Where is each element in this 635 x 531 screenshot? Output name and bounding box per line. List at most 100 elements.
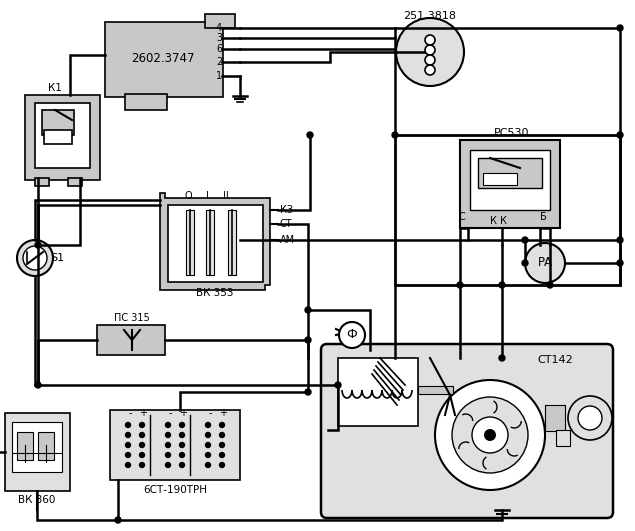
Bar	[25, 95, 100, 180]
Bar	[338, 358, 418, 426]
Circle shape	[140, 423, 145, 427]
Text: КЗ: КЗ	[280, 205, 293, 215]
Circle shape	[484, 429, 496, 441]
Circle shape	[396, 18, 464, 86]
Bar	[460, 140, 560, 228]
Text: РА: РА	[537, 256, 552, 270]
Circle shape	[307, 132, 313, 138]
Circle shape	[166, 433, 171, 438]
Text: 6: 6	[216, 44, 222, 54]
Circle shape	[17, 240, 53, 276]
Bar	[12, 422, 62, 472]
Bar	[556, 430, 570, 446]
Circle shape	[305, 307, 311, 313]
Circle shape	[206, 433, 210, 438]
Circle shape	[617, 25, 623, 31]
Text: II: II	[223, 191, 229, 201]
Circle shape	[166, 442, 171, 448]
Circle shape	[126, 433, 131, 438]
Circle shape	[499, 282, 505, 288]
Text: -: -	[168, 408, 171, 418]
Circle shape	[206, 463, 210, 467]
Text: О: О	[184, 191, 192, 201]
Circle shape	[220, 433, 225, 438]
Bar	[35, 103, 90, 168]
Bar	[17, 432, 33, 460]
Circle shape	[206, 423, 210, 427]
Circle shape	[499, 355, 505, 361]
Text: S1: S1	[50, 253, 64, 263]
Circle shape	[180, 433, 185, 438]
Text: СТ: СТ	[280, 219, 293, 229]
Bar	[42, 110, 74, 135]
Text: СТ142: СТ142	[537, 355, 573, 365]
Text: -: -	[208, 408, 211, 418]
Circle shape	[180, 423, 185, 427]
Circle shape	[617, 260, 623, 266]
Circle shape	[305, 337, 311, 343]
Circle shape	[305, 389, 311, 395]
Circle shape	[525, 243, 565, 283]
Text: АМ: АМ	[280, 235, 295, 245]
Text: К1: К1	[48, 83, 62, 93]
Polygon shape	[160, 193, 270, 290]
Text: Б: Б	[540, 212, 546, 222]
Text: +: +	[219, 408, 227, 418]
Bar	[5, 413, 70, 491]
Circle shape	[140, 452, 145, 458]
Circle shape	[140, 463, 145, 467]
Circle shape	[547, 282, 553, 288]
Circle shape	[220, 423, 225, 427]
Text: К К: К К	[490, 216, 507, 226]
Bar	[35, 178, 49, 186]
Circle shape	[35, 242, 41, 248]
Circle shape	[126, 452, 131, 458]
Circle shape	[522, 260, 528, 266]
Bar	[545, 405, 565, 431]
Text: +: +	[139, 408, 147, 418]
Bar	[205, 14, 235, 28]
Text: I: I	[206, 191, 208, 201]
Circle shape	[457, 282, 463, 288]
Circle shape	[206, 452, 210, 458]
Circle shape	[35, 382, 41, 388]
Bar	[44, 130, 72, 144]
Circle shape	[166, 452, 171, 458]
Circle shape	[425, 45, 435, 55]
Circle shape	[425, 65, 435, 75]
Text: 1: 1	[216, 71, 222, 81]
Circle shape	[126, 442, 131, 448]
Bar	[483, 173, 517, 185]
Circle shape	[472, 417, 508, 453]
Circle shape	[617, 237, 623, 243]
Circle shape	[23, 246, 47, 270]
Circle shape	[115, 517, 121, 523]
Circle shape	[522, 237, 528, 243]
Circle shape	[220, 463, 225, 467]
Bar	[38, 432, 54, 460]
Text: ПС 315: ПС 315	[114, 313, 150, 323]
Circle shape	[166, 463, 171, 467]
Text: 6СТ-190ТРН: 6СТ-190ТРН	[143, 485, 207, 495]
Circle shape	[220, 452, 225, 458]
Circle shape	[335, 382, 341, 388]
Bar	[478, 158, 542, 188]
Circle shape	[435, 380, 545, 490]
Bar	[68, 178, 82, 186]
Text: 3: 3	[216, 33, 222, 43]
Circle shape	[180, 452, 185, 458]
Bar	[186, 210, 194, 275]
Text: ВК 353: ВК 353	[196, 288, 234, 298]
Text: С: С	[458, 212, 465, 222]
Circle shape	[180, 463, 185, 467]
Circle shape	[206, 442, 210, 448]
Text: ВК 860: ВК 860	[18, 495, 56, 505]
Circle shape	[568, 396, 612, 440]
Circle shape	[126, 463, 131, 467]
Bar	[206, 210, 214, 275]
Circle shape	[339, 322, 365, 348]
Circle shape	[220, 442, 225, 448]
Text: 251.3818: 251.3818	[403, 11, 457, 21]
Text: РС530: РС530	[494, 128, 530, 138]
Bar	[168, 205, 263, 282]
